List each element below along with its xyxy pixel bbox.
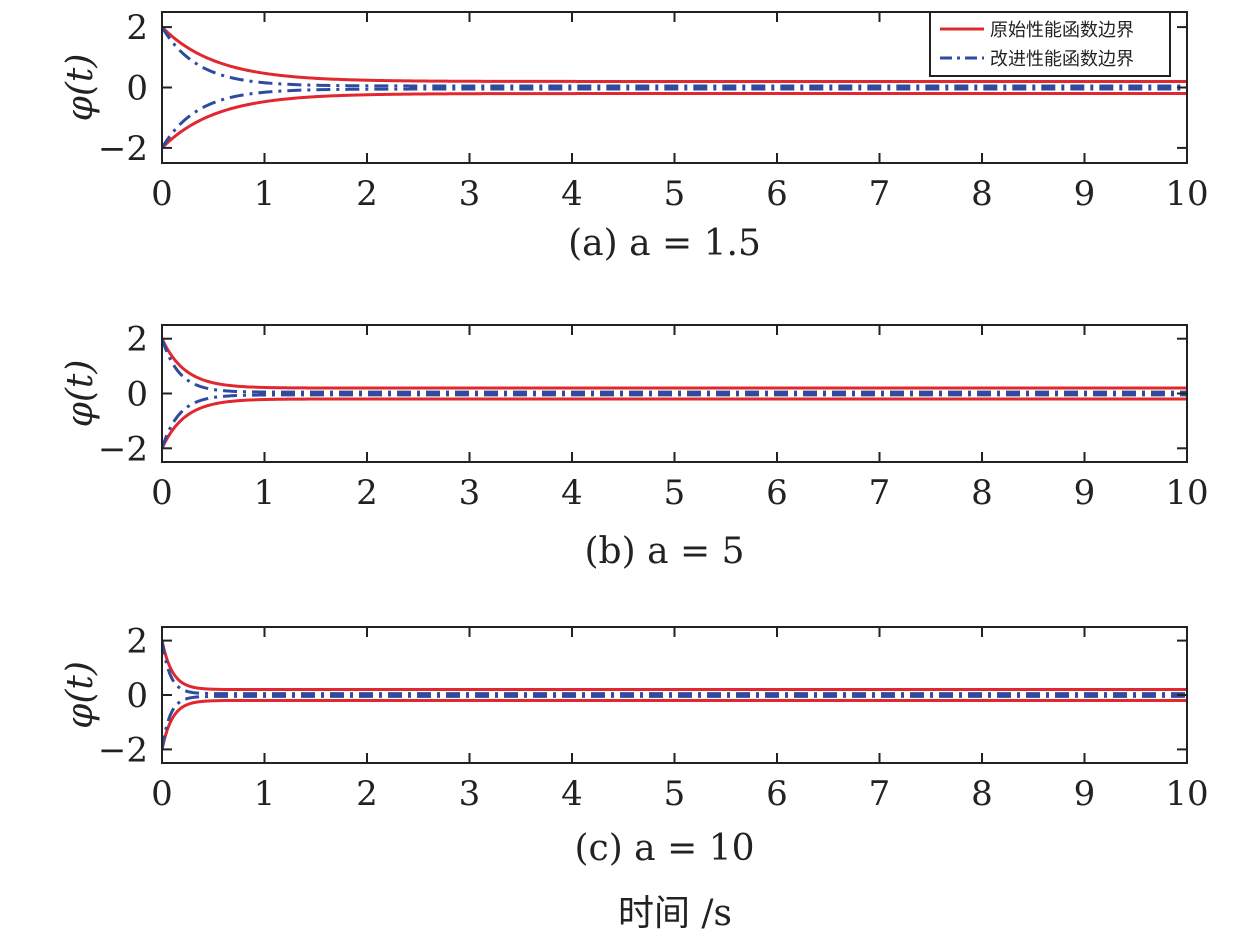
series-original-upper-bound <box>162 640 1187 692</box>
x-tick-label: 10 <box>1165 774 1208 814</box>
x-tick-label: 4 <box>561 774 583 814</box>
panel-caption: (c) a = 10 <box>574 828 754 869</box>
y-axis-label: φ(t) <box>60 360 101 428</box>
y-tick-label: 0 <box>126 375 148 415</box>
series-original-upper-bound <box>162 338 1187 390</box>
x-tick-label: 2 <box>356 774 378 814</box>
series-original-lower-bound <box>162 92 1187 149</box>
legend-label-original: 原始性能函数边界 <box>990 20 1134 41</box>
series-original-lower-bound <box>162 698 1187 750</box>
x-tick-label: 8 <box>971 774 993 814</box>
x-tick-label: 5 <box>664 774 686 814</box>
series-improved-lower-bound <box>162 393 1187 449</box>
x-tick-label: 2 <box>356 174 378 214</box>
series-original-lower-bound <box>162 397 1187 449</box>
x-tick-label: 3 <box>459 774 481 814</box>
y-tick-label: 2 <box>126 8 148 48</box>
x-tick-label: 9 <box>1074 473 1096 513</box>
x-tick-label: 6 <box>766 174 788 214</box>
x-tick-label: 1 <box>254 774 276 814</box>
x-tick-label: 6 <box>766 774 788 814</box>
plot-area <box>162 26 1187 149</box>
x-tick-label: 8 <box>971 174 993 214</box>
x-tick-label: 0 <box>151 174 173 214</box>
x-tick-label: 5 <box>664 473 686 513</box>
x-tick-label: 3 <box>459 473 481 513</box>
y-tick-label: 2 <box>126 320 148 360</box>
y-axis-label: φ(t) <box>60 54 101 122</box>
x-tick-label: 7 <box>869 174 891 214</box>
x-tick-label: 2 <box>356 473 378 513</box>
x-tick-label: 8 <box>971 473 993 513</box>
x-tick-label: 0 <box>151 473 173 513</box>
y-tick-label: 0 <box>126 69 148 109</box>
x-tick-label: 3 <box>459 174 481 214</box>
x-tick-label: 0 <box>151 774 173 814</box>
panel-caption: (b) a = 5 <box>585 531 745 572</box>
legend-box <box>929 11 1171 77</box>
x-tick-label: 9 <box>1074 774 1096 814</box>
y-tick-label: 2 <box>126 622 148 662</box>
x-tick-label: 4 <box>561 473 583 513</box>
panel-caption: (a) a = 1.5 <box>568 223 761 264</box>
plot-area <box>162 338 1187 449</box>
y-tick-label: −2 <box>98 730 148 770</box>
x-tick-label: 1 <box>254 473 276 513</box>
series-original-upper-bound <box>162 26 1187 83</box>
y-tick-label: −2 <box>98 129 148 169</box>
x-tick-label: 1 <box>254 174 276 214</box>
y-axis-label: φ(t) <box>60 661 101 729</box>
series-improved-upper-bound <box>162 338 1187 394</box>
y-tick-label: −2 <box>98 429 148 469</box>
legend-label-improved: 改进性能函数边界 <box>990 49 1134 70</box>
x-tick-label: 6 <box>766 473 788 513</box>
series-improved-lower-bound <box>162 694 1187 750</box>
legend: 原始性能函数边界 改进性能函数边界 <box>929 11 1171 77</box>
series-improved-upper-bound <box>162 640 1187 696</box>
x-tick-label: 9 <box>1074 174 1096 214</box>
series-improved-upper-bound <box>162 26 1187 88</box>
plot-area <box>162 640 1187 750</box>
x-tick-label: 10 <box>1165 473 1208 513</box>
series-improved-lower-bound <box>162 87 1187 149</box>
x-tick-label: 5 <box>664 174 686 214</box>
x-tick-label: 7 <box>869 473 891 513</box>
x-axis-label: 时间 /s <box>618 893 732 934</box>
x-tick-label: 10 <box>1165 174 1208 214</box>
x-tick-label: 4 <box>561 174 583 214</box>
y-tick-label: 0 <box>126 676 148 716</box>
x-tick-label: 7 <box>869 774 891 814</box>
